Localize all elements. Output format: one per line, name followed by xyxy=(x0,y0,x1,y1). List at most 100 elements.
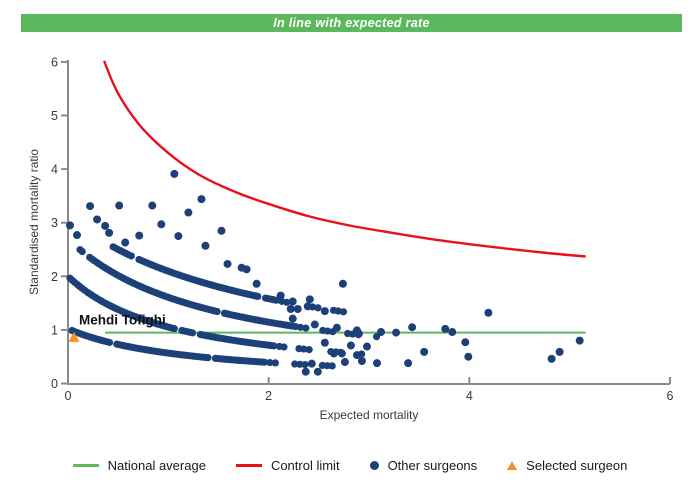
y-tick-label: 5 xyxy=(51,109,58,123)
legend-item-selected-surgeon: Selected surgeon xyxy=(507,458,627,473)
other-surgeon-point[interactable] xyxy=(340,358,349,367)
other-surgeon-point[interactable] xyxy=(301,360,309,369)
other-surgeon-point[interactable] xyxy=(148,201,157,210)
other-surgeon-point[interactable] xyxy=(307,359,316,368)
other-surgeon-point[interactable] xyxy=(105,338,114,347)
other-surgeon-point[interactable] xyxy=(78,247,86,256)
other-surgeon-point[interactable] xyxy=(286,304,295,313)
other-surgeon-point[interactable] xyxy=(314,304,322,312)
other-surgeon-point[interactable] xyxy=(217,226,226,235)
other-surgeons-dot-swatch xyxy=(369,461,379,470)
other-surgeon-point[interactable] xyxy=(293,304,302,313)
other-surgeon-point[interactable] xyxy=(201,241,210,250)
other-surgeon-point[interactable] xyxy=(115,201,124,210)
other-surgeon-point[interactable] xyxy=(188,329,197,337)
other-surgeon-point[interactable] xyxy=(303,302,312,311)
other-surgeon-point[interactable] xyxy=(266,358,274,367)
other-surgeon-point[interactable] xyxy=(354,329,363,338)
y-tick-label: 4 xyxy=(51,163,58,177)
other-surgeon-point[interactable] xyxy=(310,320,319,329)
y-axis-title: Standardised mortality ratio xyxy=(27,149,41,295)
other-surgeon-point[interactable] xyxy=(404,359,413,368)
other-surgeon-point[interactable] xyxy=(283,298,291,306)
other-surgeon-point[interactable] xyxy=(93,215,102,224)
other-surgeon-point[interactable] xyxy=(332,323,341,332)
other-surgeon-point[interactable] xyxy=(420,347,429,356)
legend-item-control-limit: Control limit xyxy=(235,458,340,473)
other-surgeon-point[interactable] xyxy=(288,297,297,306)
other-surgeon-point[interactable] xyxy=(105,228,114,237)
other-surgeon-point[interactable] xyxy=(448,328,457,337)
other-surgeon-point[interactable] xyxy=(373,359,382,368)
other-surgeon-point[interactable] xyxy=(441,324,450,333)
other-surgeon-point[interactable] xyxy=(170,169,179,178)
other-surgeon-point[interactable] xyxy=(270,342,278,350)
other-surgeon-point[interactable] xyxy=(280,343,288,351)
other-surgeon-point[interactable] xyxy=(408,323,417,332)
x-tick-label: 4 xyxy=(466,389,473,403)
x-axis-title: Expected mortality xyxy=(320,408,419,422)
other-surgeon-point[interactable] xyxy=(337,349,346,358)
other-surgeon-point[interactable] xyxy=(184,208,193,217)
other-surgeon-point[interactable] xyxy=(464,352,473,361)
other-surgeon-point[interactable] xyxy=(329,349,338,358)
funnel-plot-svg: 0 1 2 3 4 5 6 0 2 4 6 Expected mortality Standardise… xyxy=(27,55,674,422)
other-surgeon-point[interactable] xyxy=(86,202,95,211)
other-surgeon-point[interactable] xyxy=(352,351,361,360)
other-surgeon-point[interactable] xyxy=(346,341,355,350)
y-tick-label: 6 xyxy=(51,55,58,69)
other-surgeon-point[interactable] xyxy=(547,354,556,363)
other-surgeon-point[interactable] xyxy=(301,367,310,376)
other-surgeon-point[interactable] xyxy=(276,291,285,300)
other-surgeon-point[interactable] xyxy=(392,328,401,337)
other-surgeon-point[interactable] xyxy=(362,342,371,351)
other-surgeon-point[interactable] xyxy=(461,338,470,347)
selected-surgeon-marker[interactable] xyxy=(68,331,80,342)
y-tick-label: 1 xyxy=(51,323,58,337)
other-surgeon-point[interactable] xyxy=(73,231,82,240)
other-surgeon-point[interactable] xyxy=(296,323,305,331)
other-surgeon-point[interactable] xyxy=(170,325,178,333)
national-average-line-swatch xyxy=(72,464,99,467)
legend-item-other-surgeons: Other surgeons xyxy=(369,458,477,473)
other-surgeon-point[interactable] xyxy=(555,347,564,356)
other-surgeon-point[interactable] xyxy=(296,360,304,368)
legend-label: Control limit xyxy=(270,458,340,473)
other-surgeon-point[interactable] xyxy=(223,259,232,268)
other-surgeon-point[interactable] xyxy=(334,307,342,315)
legend-item-national-average: National average xyxy=(72,458,206,473)
other-surgeon-point[interactable] xyxy=(320,338,329,347)
other-surgeon-point[interactable] xyxy=(254,292,262,301)
other-surgeon-point[interactable] xyxy=(252,279,261,288)
other-surgeon-point[interactable] xyxy=(197,195,206,204)
other-surgeon-point[interactable] xyxy=(338,279,347,288)
other-surgeon-point[interactable] xyxy=(575,336,584,345)
other-surgeon-point[interactable] xyxy=(288,314,297,323)
other-surgeon-point[interactable] xyxy=(66,221,75,230)
other-surgeon-point[interactable] xyxy=(313,367,322,376)
other-surgeon-point[interactable] xyxy=(260,358,268,366)
other-surgeon-point[interactable] xyxy=(174,232,183,241)
other-surgeon-point[interactable] xyxy=(484,308,493,317)
other-surgeon-point[interactable] xyxy=(305,346,313,354)
other-surgeon-point[interactable] xyxy=(101,221,110,230)
other-surgeon-point[interactable] xyxy=(127,252,135,260)
other-surgeon-point[interactable] xyxy=(213,307,221,316)
other-surgeon-point[interactable] xyxy=(377,328,386,337)
other-surgeon-point[interactable] xyxy=(320,307,329,316)
other-surgeon-point[interactable] xyxy=(302,324,310,332)
other-surgeon-point[interactable] xyxy=(157,220,166,229)
other-surgeon-point[interactable] xyxy=(204,354,212,362)
other-surgeon-point[interactable] xyxy=(305,295,314,304)
legend-label: Selected surgeon xyxy=(526,458,628,473)
other-surgeon-point[interactable] xyxy=(328,362,336,370)
other-surgeon-point[interactable] xyxy=(291,360,299,368)
other-surgeon-point[interactable] xyxy=(300,345,308,353)
other-surgeon-point[interactable] xyxy=(121,238,130,247)
other-surgeon-point[interactable] xyxy=(135,231,144,240)
y-tick-label: 2 xyxy=(51,270,58,284)
other-surgeon-point[interactable] xyxy=(271,359,279,367)
other-surgeon-point[interactable] xyxy=(339,308,348,316)
other-surgeon-point[interactable] xyxy=(357,356,366,365)
other-surgeon-point[interactable] xyxy=(242,265,251,274)
